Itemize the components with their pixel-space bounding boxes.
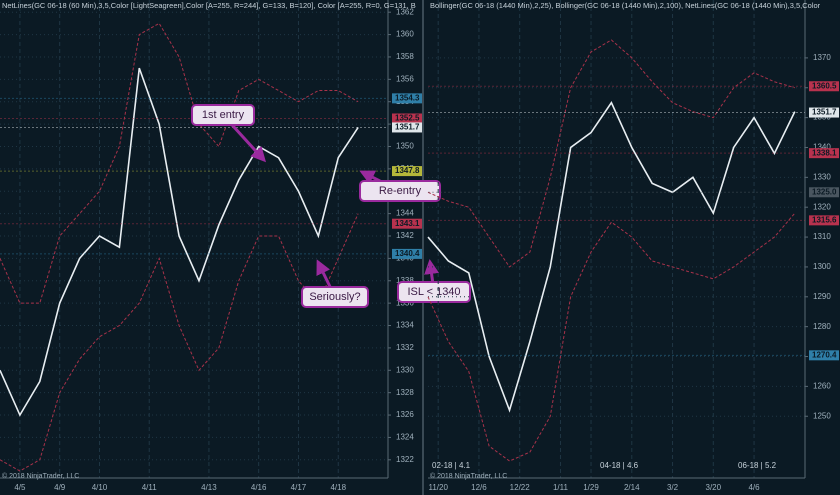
x-tick-label: 1/11 (553, 483, 569, 492)
y-tick-label: 1310 (813, 232, 831, 241)
annotation-text: Seriously? (309, 291, 360, 303)
x-tick-label: 4/11 (142, 483, 158, 492)
price-marker (392, 113, 422, 124)
x-tick-label: 4/13 (201, 483, 217, 492)
price-marker-label: 1354.3 (395, 93, 420, 102)
annotation-box (301, 286, 369, 308)
x-tick-label: 1/29 (583, 483, 599, 492)
x-tick-label: 4/6 (748, 483, 760, 492)
x-tick-label: 4/18 (330, 483, 346, 492)
band-line (427, 212, 796, 462)
price-line (427, 101, 796, 413)
y-tick-label: 1280 (813, 322, 831, 331)
footer: © 2018 NinjaTrader, LLC (430, 472, 507, 480)
contract-label: 04-18 | 4.6 (600, 461, 639, 470)
x-tick-label: 4/17 (291, 483, 307, 492)
chart-header: Bollinger(GC 06-18 (1440 Min),2,25), Bol… (430, 1, 821, 10)
price-marker (392, 248, 422, 259)
annotation-box (191, 104, 255, 126)
y-tick-label: 1358 (396, 52, 414, 61)
x-tick-label: 2/14 (624, 483, 640, 492)
band-line (0, 213, 359, 472)
contract-label: 06-18 | 5.2 (738, 461, 777, 470)
price-marker (809, 81, 839, 92)
price-line (0, 67, 359, 417)
y-tick-label: 1322 (396, 455, 414, 464)
price-marker (809, 107, 839, 118)
x-tick-label: 4/5 (14, 483, 26, 492)
x-tick-label: 11/20 (428, 483, 448, 492)
price-marker (392, 166, 422, 177)
y-tick-label: 1290 (813, 292, 831, 301)
footer: © 2018 NinjaTrader, LLC (2, 472, 79, 480)
price-marker-label: 1325.0 (812, 187, 837, 196)
x-tick-label: 4/9 (54, 483, 66, 492)
price-marker (809, 148, 839, 159)
price-marker (392, 218, 422, 229)
x-tick-label: 3/2 (667, 483, 679, 492)
band-line (0, 22, 359, 304)
annotation-box (359, 180, 441, 202)
price-marker (392, 122, 422, 133)
price-marker-label: 1351.7 (812, 108, 837, 117)
y-tick-label: 1356 (396, 74, 414, 83)
y-tick-label: 1330 (396, 365, 414, 374)
price-marker-label: 1343.1 (395, 219, 420, 228)
price-marker-label: 1340.4 (395, 249, 420, 258)
price-marker-label: 1315.6 (812, 215, 837, 224)
annotation-text: Re-entry (379, 185, 422, 197)
y-tick-label: 1326 (396, 410, 414, 419)
y-tick-label: 1338 (396, 276, 414, 285)
y-tick-label: 1362 (396, 7, 414, 16)
price-marker-label: 1360.5 (812, 81, 837, 90)
price-marker (392, 93, 422, 104)
price-marker (809, 187, 839, 198)
x-tick-label: 3/20 (706, 483, 722, 492)
price-marker-label: 1338.1 (812, 148, 837, 157)
annotation-text: ISL < 1340 (407, 286, 460, 298)
y-tick-label: 1328 (396, 388, 414, 397)
price-marker-label: 1352.5 (395, 114, 420, 123)
y-tick-label: 1370 (813, 53, 831, 62)
price-marker-label: 1270.4 (812, 350, 837, 359)
x-tick-label: 12/22 (510, 483, 531, 492)
x-tick-label: 4/16 (251, 483, 267, 492)
x-tick-label: 12/6 (471, 483, 487, 492)
price-marker-label: 1351.7 (395, 123, 420, 132)
y-tick-label: 1344 (396, 209, 414, 218)
chart-header: NetLines(GC 06-18 (60 Min),3,5,Color [Li… (2, 1, 416, 10)
annotation-text: 1st entry (202, 109, 245, 121)
y-tick-label: 1332 (396, 343, 414, 352)
band-line (427, 39, 795, 268)
y-tick-label: 1350 (396, 142, 414, 151)
y-tick-label: 1260 (813, 381, 831, 390)
y-tick-label: 1320 (813, 202, 831, 211)
y-tick-label: 1334 (396, 321, 414, 330)
x-tick-label: 4/10 (92, 483, 108, 492)
y-tick-label: 1250 (813, 411, 831, 420)
price-marker-label: 1347.8 (395, 166, 420, 175)
y-tick-label: 1340 (813, 143, 831, 152)
price-marker (809, 350, 839, 361)
y-tick-label: 1330 (813, 172, 831, 181)
price-marker (809, 215, 839, 226)
y-tick-label: 1300 (813, 262, 831, 271)
contract-label: 02-18 | 4.1 (432, 461, 471, 470)
y-tick-label: 1342 (396, 231, 414, 240)
y-tick-label: 1324 (396, 433, 414, 442)
y-tick-label: 1360 (396, 30, 414, 39)
